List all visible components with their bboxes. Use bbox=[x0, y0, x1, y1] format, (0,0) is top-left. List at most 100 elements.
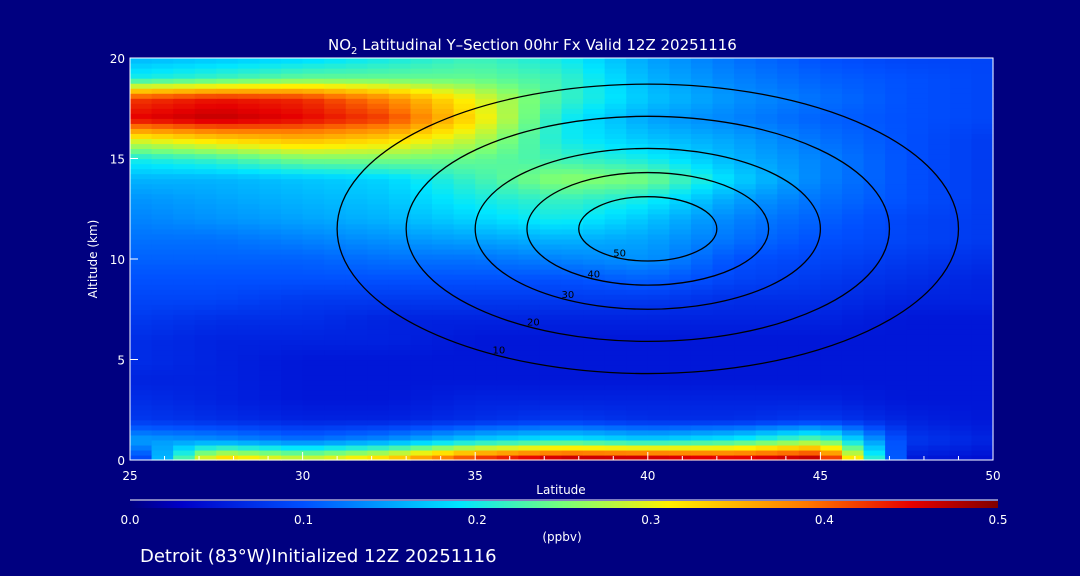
heatmap-cell bbox=[237, 374, 261, 381]
heatmap-cell bbox=[906, 243, 929, 250]
heatmap-cell bbox=[863, 108, 886, 114]
heatmap-cell bbox=[281, 419, 304, 426]
heatmap-cell bbox=[885, 379, 908, 386]
heatmap-cell bbox=[863, 188, 886, 195]
heatmap-cell bbox=[367, 118, 390, 124]
heatmap-cell bbox=[583, 429, 606, 436]
heatmap-cell bbox=[561, 329, 584, 335]
heatmap-cell bbox=[841, 289, 865, 295]
heatmap-cell bbox=[755, 208, 778, 215]
heatmap-cell bbox=[971, 63, 994, 69]
heatmap-cell bbox=[690, 299, 714, 305]
heatmap-cell bbox=[798, 424, 821, 431]
heatmap-cell bbox=[604, 218, 627, 225]
heatmap-cell bbox=[863, 434, 886, 441]
heatmap-cell bbox=[885, 213, 908, 220]
heatmap-cell bbox=[561, 399, 584, 406]
heatmap-cell bbox=[712, 319, 735, 325]
heatmap-cell bbox=[971, 88, 994, 94]
heatmap-cell bbox=[906, 108, 929, 114]
heatmap-cell bbox=[583, 68, 606, 74]
heatmap-cell bbox=[259, 253, 282, 260]
heatmap-cell bbox=[820, 324, 843, 330]
heatmap-cell bbox=[949, 63, 973, 69]
heatmap-cell bbox=[496, 153, 519, 160]
heatmap-cell bbox=[151, 274, 174, 280]
heatmap-cell bbox=[604, 228, 627, 235]
heatmap-cell bbox=[194, 289, 217, 295]
heatmap-cell bbox=[173, 83, 196, 89]
heatmap-cell bbox=[777, 299, 800, 305]
heatmap-cell bbox=[151, 133, 174, 139]
heatmap-cell bbox=[453, 399, 476, 406]
heatmap-cell bbox=[539, 68, 563, 74]
heatmap-cell bbox=[949, 434, 973, 441]
heatmap-cell bbox=[388, 178, 412, 185]
heatmap-cell bbox=[561, 309, 584, 315]
heatmap-cell bbox=[841, 444, 865, 451]
heatmap-cell bbox=[367, 374, 390, 381]
heatmap-cell bbox=[906, 138, 929, 145]
heatmap-cell bbox=[820, 98, 843, 104]
heatmap-cell bbox=[841, 143, 865, 150]
heatmap-cell bbox=[496, 284, 519, 290]
heatmap-cell bbox=[432, 163, 455, 170]
heatmap-cell bbox=[539, 379, 563, 386]
heatmap-cell bbox=[690, 233, 714, 240]
heatmap-cell bbox=[194, 198, 217, 205]
heatmap-cell bbox=[388, 429, 412, 436]
heatmap-cell bbox=[583, 279, 606, 285]
heatmap-cell bbox=[906, 78, 929, 84]
heatmap-cell bbox=[302, 264, 325, 270]
heatmap-cell bbox=[734, 188, 757, 195]
heatmap-cell bbox=[863, 359, 886, 366]
heatmap-cell bbox=[194, 419, 217, 426]
heatmap-cell bbox=[518, 429, 541, 436]
heatmap-cell bbox=[173, 314, 196, 320]
heatmap-cell bbox=[561, 108, 584, 114]
heatmap-cell bbox=[496, 208, 519, 215]
heatmap-cell bbox=[604, 178, 627, 185]
heatmap-cell bbox=[647, 93, 670, 99]
heatmap-cell bbox=[130, 228, 153, 235]
heatmap-cell bbox=[885, 354, 908, 361]
heatmap-cell bbox=[583, 98, 606, 104]
heatmap-cell bbox=[755, 123, 778, 129]
heatmap-cell bbox=[841, 439, 865, 446]
heatmap-cell bbox=[496, 354, 519, 361]
heatmap-cell bbox=[281, 424, 304, 431]
heatmap-cell bbox=[561, 188, 584, 195]
heatmap-cell bbox=[432, 409, 455, 416]
heatmap-cell bbox=[971, 304, 994, 310]
heatmap-cell bbox=[496, 379, 519, 386]
heatmap-cell bbox=[863, 339, 886, 346]
heatmap-cell bbox=[539, 399, 563, 406]
heatmap-cell bbox=[734, 68, 757, 74]
heatmap-cell bbox=[237, 138, 261, 145]
heatmap-cell bbox=[237, 198, 261, 205]
heatmap-cell bbox=[453, 188, 476, 195]
heatmap-cell bbox=[885, 218, 908, 225]
heatmap-cell bbox=[518, 253, 541, 260]
heatmap-cell bbox=[971, 153, 994, 160]
heatmap-cell bbox=[324, 88, 347, 94]
heatmap-cell bbox=[561, 344, 584, 351]
heatmap-cell bbox=[690, 304, 714, 310]
heatmap-cell bbox=[561, 168, 584, 175]
heatmap-cell bbox=[690, 78, 714, 84]
heatmap-cell bbox=[410, 73, 433, 79]
heatmap-cell bbox=[583, 274, 606, 280]
heatmap-cell bbox=[906, 158, 929, 165]
heatmap-cell bbox=[734, 354, 757, 361]
heatmap-cell bbox=[281, 68, 304, 74]
heatmap-cell bbox=[518, 424, 541, 431]
heatmap-cell bbox=[949, 108, 973, 114]
heatmap-cell bbox=[345, 88, 368, 94]
heatmap-cell bbox=[712, 93, 735, 99]
heatmap-cell bbox=[755, 93, 778, 99]
heatmap-cell bbox=[561, 143, 584, 150]
heatmap-cell bbox=[302, 369, 325, 376]
heatmap-cell bbox=[971, 128, 994, 134]
heatmap-cell bbox=[561, 158, 584, 165]
